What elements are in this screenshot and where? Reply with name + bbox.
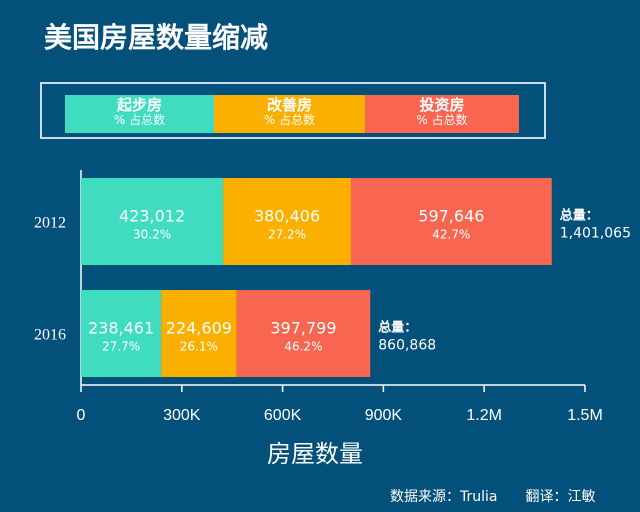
legend-item-upgrade: 改善房% 占总数 [214, 95, 365, 133]
bar-percent-label: 30.2% [133, 228, 171, 242]
legend: 起步房% 占总数 改善房% 占总数 投资房% 占总数 [65, 95, 519, 133]
legend-sublabel: % 占总数 [263, 113, 316, 128]
bar-segment [223, 178, 351, 265]
footer: 数据来源：Trulia 翻译：江敏 [390, 486, 623, 506]
category-label: 2012 [34, 215, 66, 232]
bar-value-label: 224,609 [166, 319, 232, 338]
x-tick-label: 1.2M [466, 407, 502, 424]
legend-label: 起步房 [116, 96, 162, 114]
category-label: 2016 [34, 327, 66, 344]
source-credit: 数据来源：Trulia [390, 489, 498, 505]
x-tick-label: 300K [163, 407, 201, 424]
bar-segment [81, 178, 224, 265]
bar-percent-label: 42.7% [432, 228, 470, 242]
bar-segment [81, 290, 162, 377]
bar-percent-label: 27.7% [102, 340, 140, 354]
chart-title: 美国房屋数量缩减 [44, 21, 269, 54]
legend-item-investment: 投资房% 占总数 [365, 95, 519, 133]
bar-percent-label: 26.1% [180, 340, 218, 354]
legend-sublabel: % 占总数 [113, 113, 166, 128]
bar-segment [161, 290, 237, 377]
x-tick-label: 1.5M [567, 407, 603, 424]
total-label: 总量： [378, 320, 417, 336]
x-tick-label: 0 [77, 407, 86, 424]
legend-sublabel: % 占总数 [416, 113, 468, 128]
total-value: 1,401,065 [560, 226, 631, 242]
legend-frame [40, 82, 546, 139]
legend-label: 投资房 [419, 96, 465, 114]
total-value: 860,868 [378, 338, 436, 354]
legend-label: 改善房 [266, 96, 312, 114]
bar-value-label: 238,461 [88, 319, 154, 338]
x-axis-title: 房屋数量 [267, 440, 363, 468]
bar-percent-label: 27.2% [268, 228, 306, 242]
x-tick-label: 600K [264, 407, 302, 424]
bar-segment [236, 290, 371, 377]
total-label: 总量： [560, 208, 599, 224]
bar-value-label: 597,646 [418, 207, 484, 226]
translator-credit: 翻译：江敏 [525, 489, 596, 505]
bar-segment [350, 178, 552, 265]
legend-item-starter: 起步房% 占总数 [65, 95, 214, 133]
bar-value-label: 397,799 [270, 319, 336, 338]
bar-percent-label: 46.2% [284, 340, 322, 354]
bar-value-label: 423,012 [119, 207, 185, 226]
bar-value-label: 380,406 [254, 207, 320, 226]
x-tick-label: 900K [365, 407, 403, 424]
